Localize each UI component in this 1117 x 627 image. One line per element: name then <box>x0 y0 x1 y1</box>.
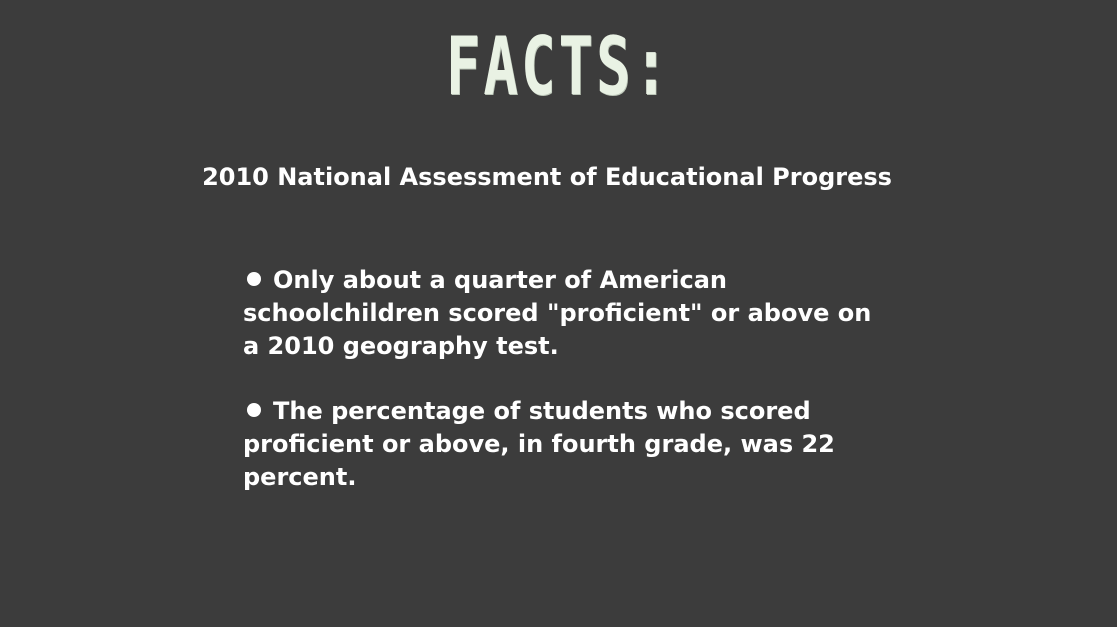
slide-title: FACTS: <box>445 20 672 113</box>
slide-subtitle: 2010 National Assessment of Educational … <box>202 163 892 191</box>
fact-text: The percentage of students who scored pr… <box>243 397 835 491</box>
fact-item: Only about a quarter of American schoolc… <box>243 264 883 363</box>
bullet-dot-icon <box>247 403 261 417</box>
facts-list: Only about a quarter of American schoolc… <box>243 264 883 526</box>
fact-text: Only about a quarter of American schoolc… <box>243 266 872 360</box>
fact-item: The percentage of students who scored pr… <box>243 395 883 494</box>
bullet-dot-icon <box>247 272 261 286</box>
